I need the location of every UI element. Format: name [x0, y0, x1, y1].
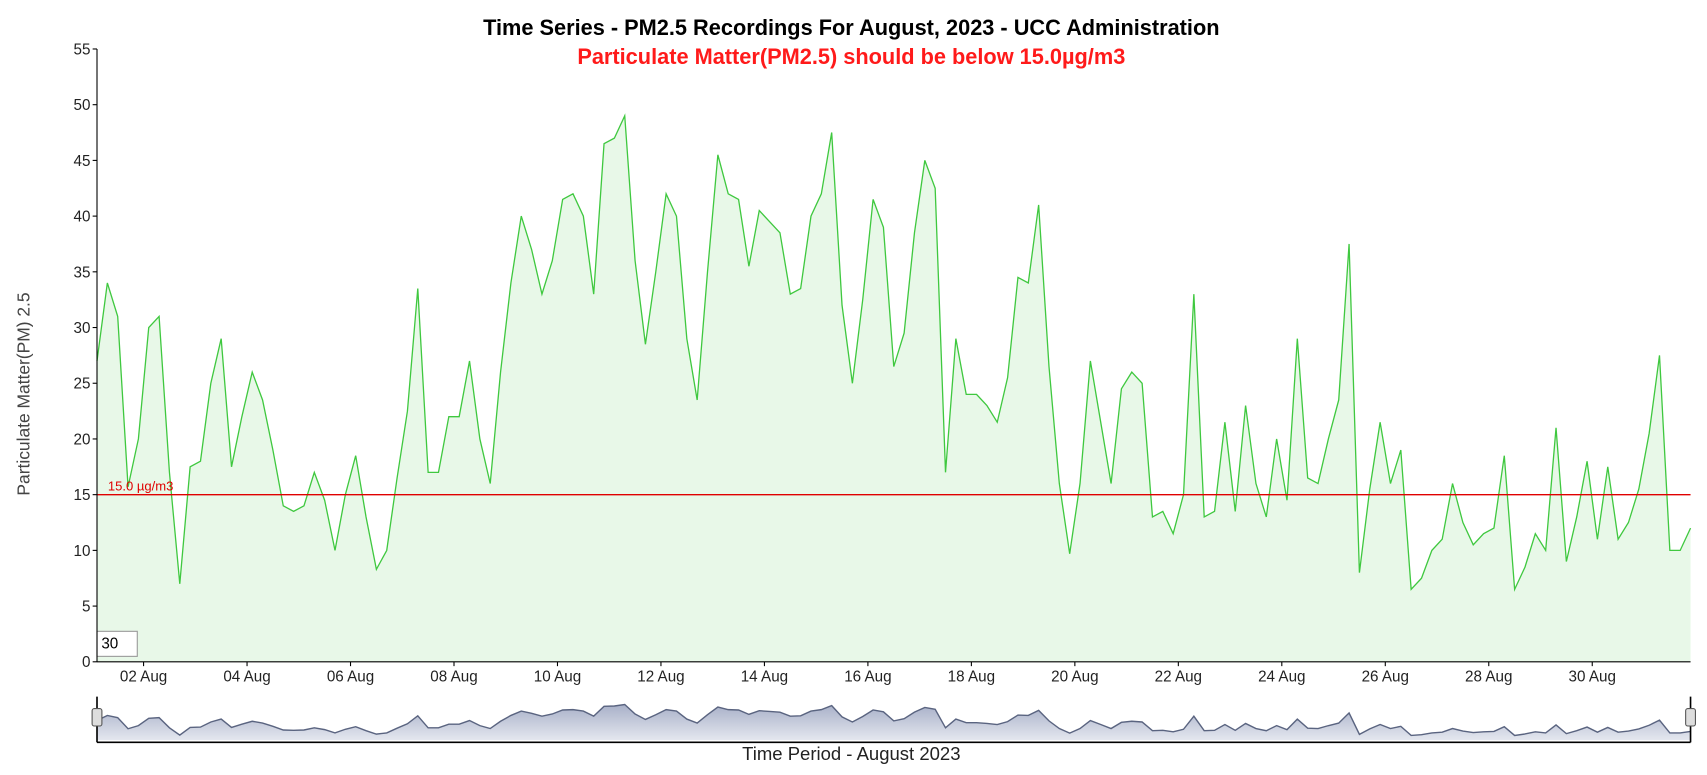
y-tick-label: 20 [74, 431, 91, 448]
x-tick-label: 22 Aug [1155, 668, 1202, 685]
x-tick-label: 26 Aug [1362, 668, 1409, 685]
x-tick-label: 20 Aug [1051, 668, 1098, 685]
y-tick-label: 50 [74, 97, 91, 114]
x-tick-label: 16 Aug [844, 668, 891, 685]
x-tick-label: 18 Aug [948, 668, 995, 685]
range-handle[interactable] [91, 708, 103, 727]
y-tick-label: 45 [74, 153, 91, 170]
roll-period-box[interactable] [96, 630, 138, 657]
y-tick-label: 0 [82, 654, 90, 671]
x-tick-label: 04 Aug [223, 668, 270, 685]
range-handle[interactable] [1685, 708, 1696, 727]
y-tick-label: 5 [82, 599, 90, 616]
y-tick-label: 40 [74, 209, 91, 226]
area-fill [97, 115, 1691, 662]
x-tick-label: 14 Aug [741, 668, 788, 685]
x-tick-label: 10 Aug [534, 668, 581, 685]
x-tick-label: 24 Aug [1258, 668, 1305, 685]
series-line [96, 113, 1692, 592]
range-selector-area [97, 704, 1691, 741]
x-tick-label: 08 Aug [430, 668, 477, 685]
plot-area [96, 113, 1692, 662]
x-axis-label: Time Period - August 2023 [742, 743, 960, 764]
x-tick-label: 28 Aug [1465, 668, 1512, 685]
x-tick-label: 12 Aug [637, 668, 684, 685]
y-tick-label: 55 [74, 41, 91, 58]
x-tick-label: 02 Aug [120, 668, 167, 685]
chart-subtitle: Particulate Matter(PM2.5) should be belo… [577, 44, 1125, 69]
y-tick-label: 35 [74, 264, 91, 281]
chart-title: Time Series - PM2.5 Recordings For Augus… [483, 15, 1219, 40]
x-tick-label: 06 Aug [327, 668, 374, 685]
roll-period-value[interactable]: 30 [101, 636, 118, 653]
roll-period-input[interactable]: 30 [96, 630, 138, 657]
y-tick-label: 25 [74, 376, 91, 393]
x-tick-label: 30 Aug [1569, 668, 1616, 685]
threshold-label: 15.0 µg/m3 [108, 478, 174, 493]
y-axis-label: Particulate Matter(PM) 2.5 [14, 292, 34, 495]
range-selector-line [96, 703, 1691, 737]
y-tick-label: 15 [74, 487, 91, 504]
y-tick-label: 10 [74, 543, 91, 560]
y-tick-label: 30 [74, 320, 91, 337]
